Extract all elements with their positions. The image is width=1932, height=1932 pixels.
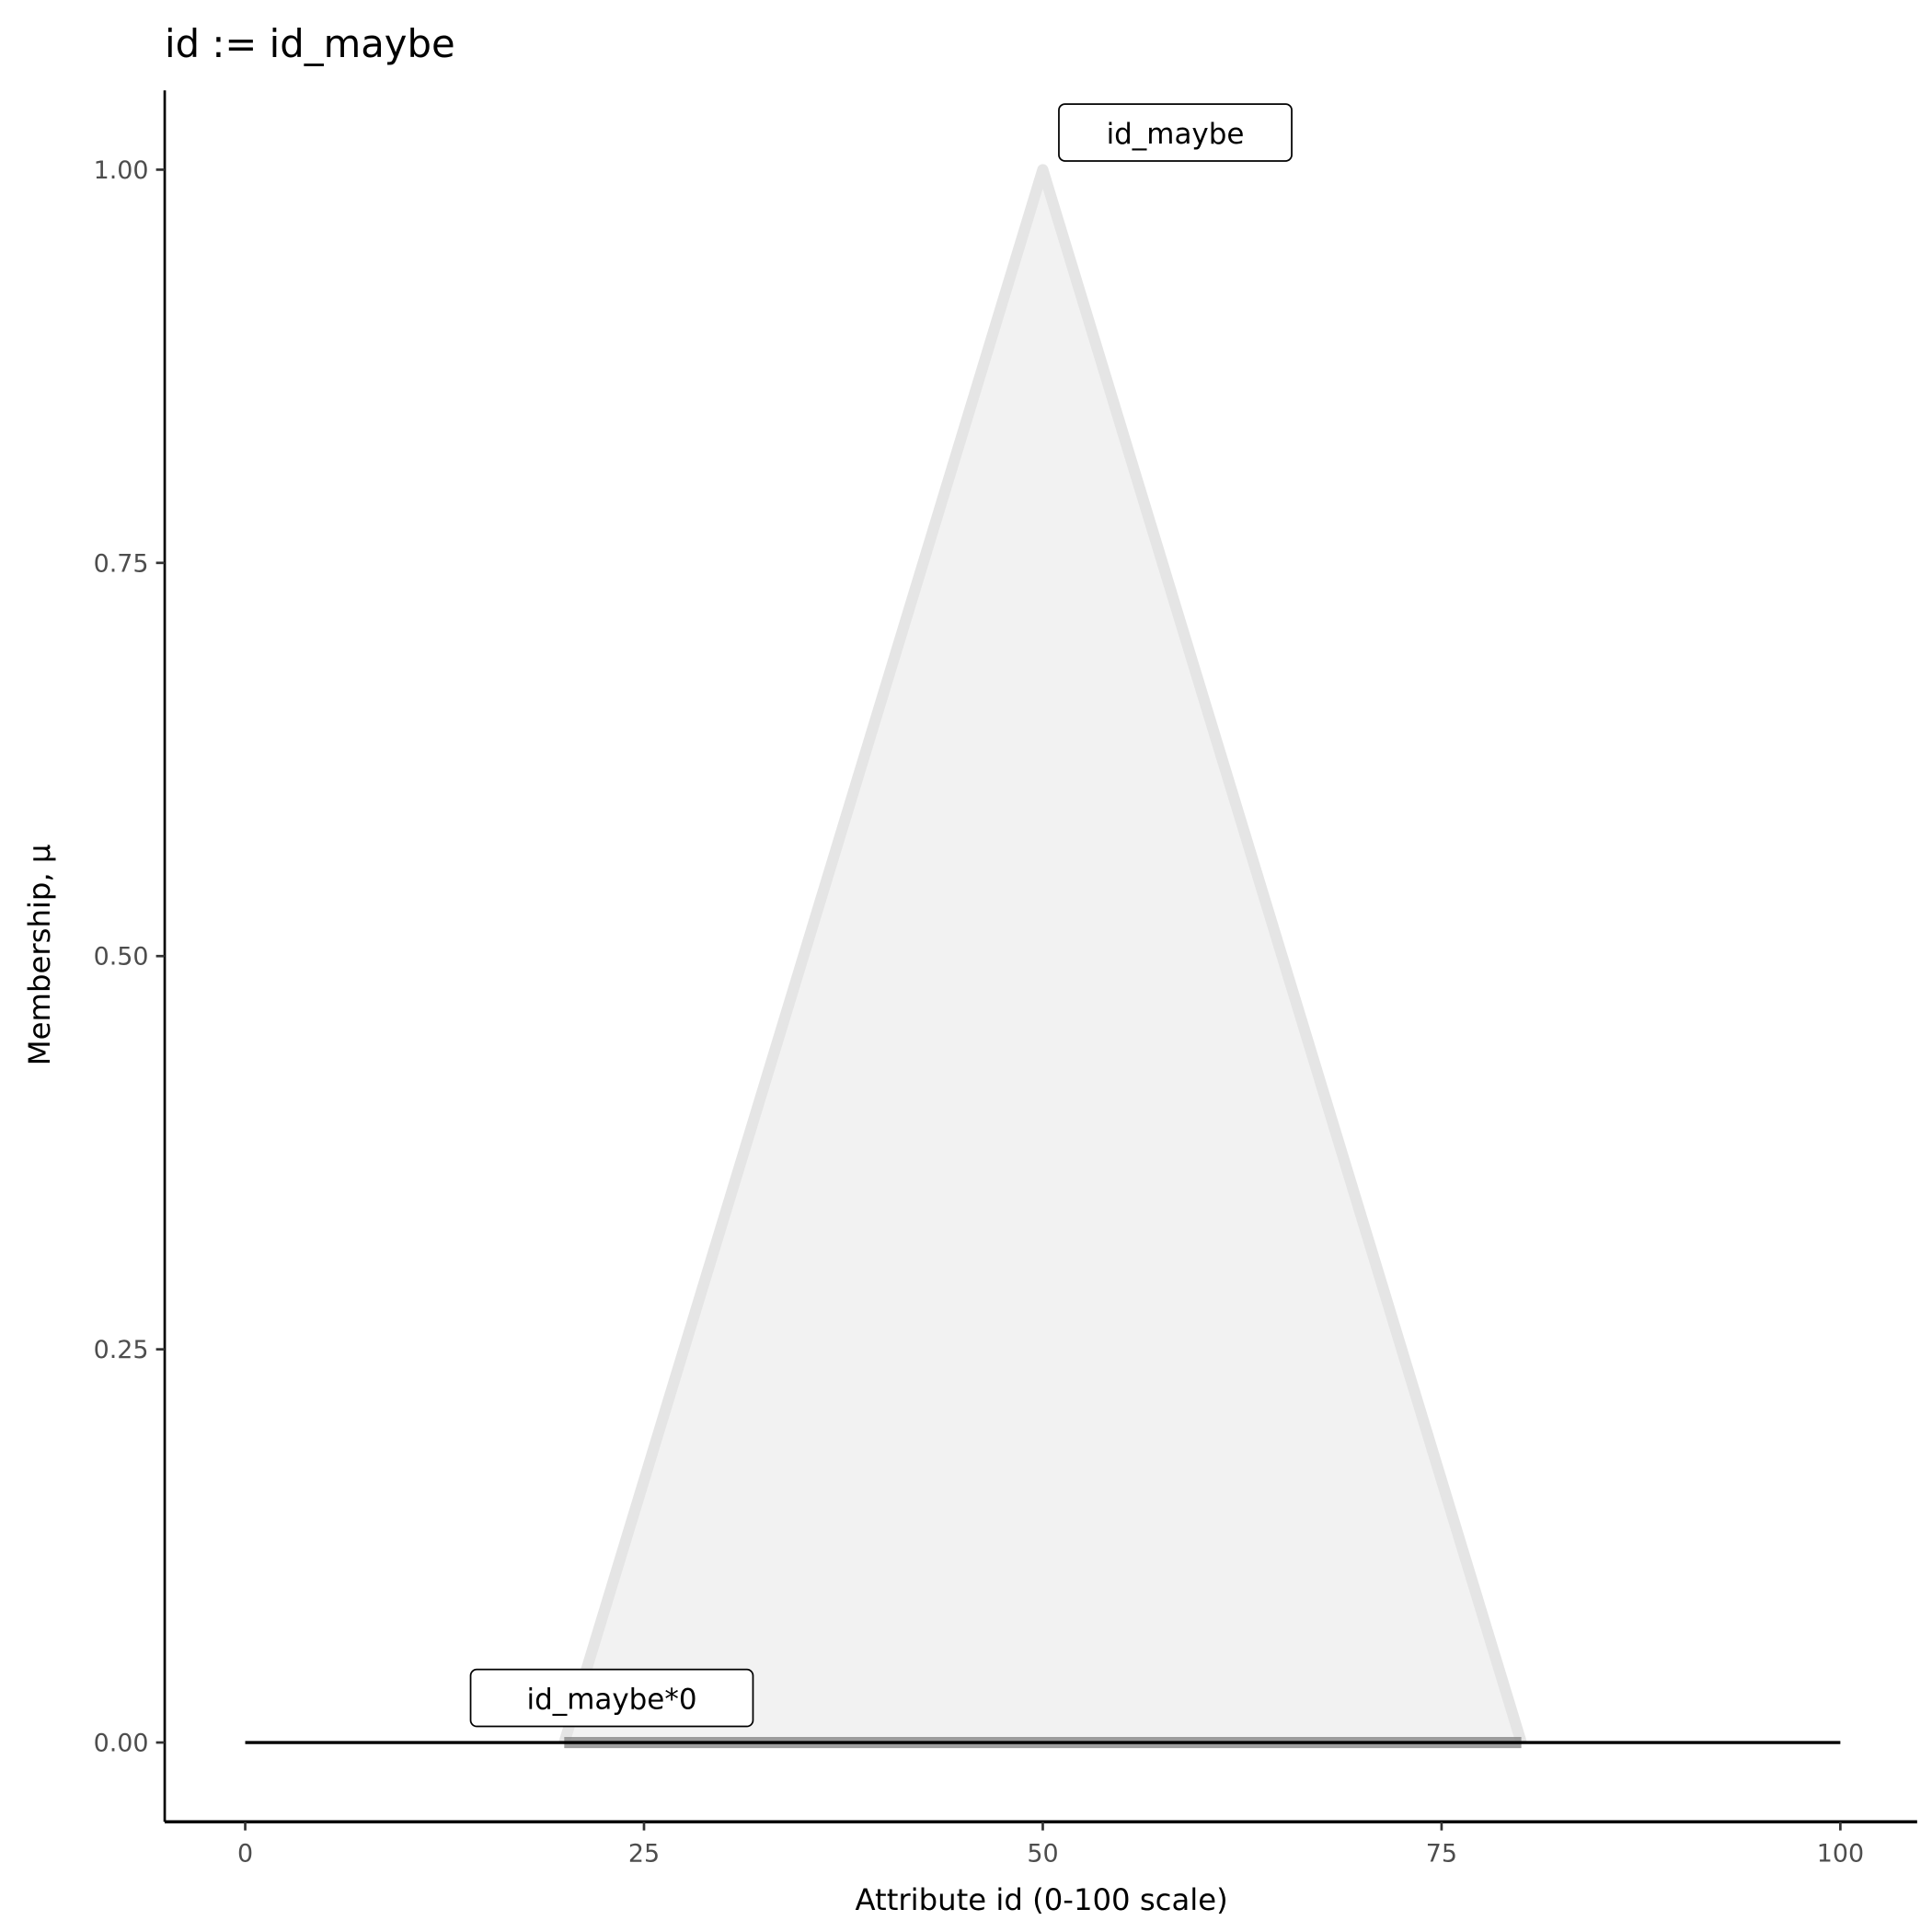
x-tick-label: 0 bbox=[237, 1839, 253, 1868]
plot-area bbox=[245, 164, 1841, 1749]
annotation-label: id_maybe*0 bbox=[526, 1684, 696, 1717]
annotation-box bbox=[469, 1668, 754, 1728]
chart-title: id := id_maybe bbox=[165, 21, 455, 66]
y-tick-label: 0.00 bbox=[94, 1729, 149, 1757]
annotations: id_maybe id_maybe*0 bbox=[469, 103, 1293, 1728]
x-tick-label: 100 bbox=[1817, 1839, 1864, 1868]
x-tick-label: 75 bbox=[1426, 1839, 1457, 1868]
y-ticks: 0.00 0.25 0.50 0.75 1.00 bbox=[94, 156, 166, 1757]
y-tick-label: 1.00 bbox=[94, 156, 149, 185]
x-axis-label: Attribute id (0-100 scale) bbox=[856, 1882, 1228, 1917]
annotation-label: id_maybe bbox=[1107, 118, 1245, 151]
series-id_maybe-line bbox=[558, 164, 1527, 1744]
y-tick-label: 0.50 bbox=[94, 943, 149, 972]
series-id_maybe-area bbox=[564, 169, 1522, 1743]
annotation-box bbox=[1058, 103, 1293, 162]
x-ticks: 0 25 50 75 100 bbox=[237, 1822, 1864, 1868]
y-tick-label: 0.25 bbox=[94, 1336, 149, 1364]
x-tick-label: 25 bbox=[628, 1839, 660, 1868]
x-tick-label: 50 bbox=[1027, 1839, 1058, 1868]
y-tick-label: 0.75 bbox=[94, 549, 149, 578]
y-axis-label: Membership, μ bbox=[22, 845, 57, 1066]
